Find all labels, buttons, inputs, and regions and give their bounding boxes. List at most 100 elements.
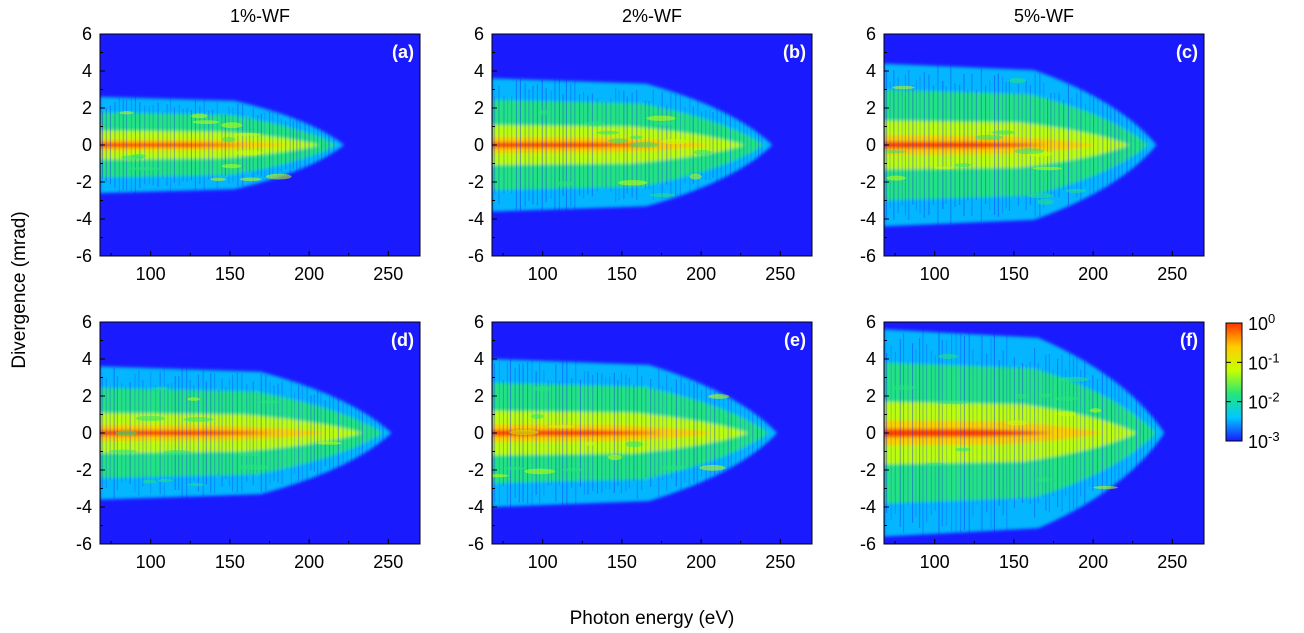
y-tick-label: 0 — [82, 423, 92, 443]
x-axis-label: Photon energy (eV) — [570, 608, 735, 629]
x-tick-label: 250 — [373, 264, 403, 284]
y-tick-label: -4 — [76, 209, 92, 229]
x-tick-label: 250 — [1157, 552, 1187, 572]
y-tick-label: 2 — [474, 386, 484, 406]
y-tick-label: -6 — [468, 246, 484, 266]
y-tick-label: -4 — [860, 209, 876, 229]
intensity-field — [884, 63, 1157, 227]
intensity-contour-5 — [100, 430, 275, 436]
x-tick-label: 150 — [999, 552, 1029, 572]
y-tick-label: 6 — [866, 312, 876, 332]
intensity-contour-5 — [884, 141, 1048, 149]
y-tick-label: 0 — [474, 423, 484, 443]
y-tick-label: -2 — [468, 460, 484, 480]
y-tick-label: -6 — [76, 246, 92, 266]
x-tick-label: 150 — [215, 264, 245, 284]
y-tick-label: 2 — [866, 386, 876, 406]
panel-label: (c) — [1176, 42, 1198, 62]
x-tick-label: 200 — [686, 264, 716, 284]
fringes — [102, 365, 384, 501]
x-tick-label: 100 — [920, 552, 950, 572]
colorbar-gradient — [1225, 322, 1243, 442]
y-tick-label: 4 — [866, 349, 876, 369]
intensity-field — [492, 356, 778, 510]
y-tick-label: -6 — [860, 534, 876, 554]
intensity-contour-5 — [884, 428, 1053, 438]
column-title-2: 2%-WF — [622, 6, 682, 26]
y-tick-label: 4 — [82, 349, 92, 369]
panel-label: (f) — [1180, 330, 1198, 350]
x-tick-label: 100 — [136, 552, 166, 572]
column-title-1: 1%-WF — [230, 6, 290, 26]
y-tick-label: -2 — [76, 460, 92, 480]
panel-label: (b) — [783, 42, 806, 62]
y-tick-label: -6 — [860, 246, 876, 266]
colorbar-tick-label: 10-2 — [1248, 390, 1280, 413]
y-tick-label: 6 — [866, 24, 876, 44]
y-tick-label: 6 — [474, 312, 484, 332]
x-tick-label: 100 — [528, 264, 558, 284]
y-tick-label: 0 — [866, 423, 876, 443]
panel-c: -6 -4 -2 0 2 4 6 100 150 200 250 (c) — [860, 24, 1205, 284]
x-tick-label: 250 — [765, 552, 795, 572]
panel-label: (a) — [392, 42, 414, 62]
x-tick-label: 250 — [373, 552, 403, 572]
y-tick-label: 2 — [474, 98, 484, 118]
y-tick-label: 6 — [82, 24, 92, 44]
y-tick-label: -6 — [76, 534, 92, 554]
panel-label: (e) — [784, 330, 806, 350]
y-tick-label: 6 — [82, 312, 92, 332]
y-tick-label: 2 — [82, 98, 92, 118]
y-tick-label: 0 — [866, 135, 876, 155]
intensity-contour-5 — [492, 142, 661, 148]
colorbar-tick-label: 10-3 — [1248, 429, 1280, 452]
x-tick-label: 150 — [215, 552, 245, 572]
y-tick-label: 4 — [474, 61, 484, 81]
x-tick-label: 200 — [294, 264, 324, 284]
y-axis-label: Divergence (mrad) — [9, 211, 30, 368]
y-tick-label: -6 — [468, 534, 484, 554]
x-tick-label: 100 — [528, 552, 558, 572]
y-tick-label: -4 — [76, 497, 92, 517]
panel-b: -6 -4 -2 0 2 4 6 100 150 200 250 (b) — [468, 24, 813, 284]
x-tick-label: 100 — [136, 264, 166, 284]
y-tick-label: 0 — [474, 135, 484, 155]
panel-e: -6 -4 -2 0 2 4 6 100 150 200 250 (e) — [468, 312, 813, 572]
y-tick-label: -4 — [468, 497, 484, 517]
y-tick-label: 4 — [82, 61, 92, 81]
colorbar-tick-label: 100 — [1248, 311, 1275, 334]
y-tick-label: 2 — [866, 98, 876, 118]
y-tick-label: -2 — [76, 172, 92, 192]
intensity-field — [884, 327, 1165, 539]
y-tick-label: -2 — [860, 172, 876, 192]
x-tick-label: 200 — [1078, 552, 1108, 572]
y-tick-label: 4 — [474, 349, 484, 369]
x-tick-label: 200 — [294, 552, 324, 572]
panel-d: -6 -4 -2 0 2 4 6 100 150 200 250 (d) — [76, 312, 421, 572]
y-tick-label: -4 — [468, 209, 484, 229]
intensity-field — [100, 365, 392, 501]
y-tick-label: -2 — [468, 172, 484, 192]
fringes — [102, 96, 335, 194]
y-tick-label: -2 — [860, 460, 876, 480]
intensity-field — [492, 77, 773, 213]
column-title-3: 5%-WF — [1014, 6, 1074, 26]
x-tick-label: 150 — [607, 264, 637, 284]
panel-label: (d) — [391, 330, 414, 350]
y-tick-label: 6 — [474, 24, 484, 44]
colorbar-tick-label: 10-1 — [1248, 350, 1280, 373]
x-tick-label: 150 — [607, 552, 637, 572]
fringes — [884, 63, 1148, 227]
column-titles: 1%-WF 2%-WF 5%-WF — [230, 6, 1074, 26]
x-tick-label: 150 — [999, 264, 1029, 284]
intensity-field — [100, 96, 344, 194]
x-tick-label: 100 — [920, 264, 950, 284]
x-tick-label: 250 — [1157, 264, 1187, 284]
panel-a: -6 -4 -2 0 2 4 6 100 150 200 250 (a) — [76, 24, 421, 284]
x-tick-label: 200 — [1078, 264, 1108, 284]
colorbar: 100 10-1 10-2 10-3 — [1225, 311, 1280, 452]
intensity-contour-5 — [100, 142, 247, 148]
y-tick-label: 0 — [82, 135, 92, 155]
